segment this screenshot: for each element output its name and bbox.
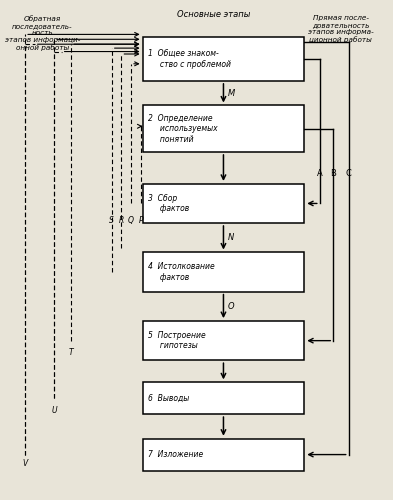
- Text: T: T: [69, 348, 73, 357]
- Text: R: R: [119, 216, 124, 224]
- Text: V: V: [22, 460, 28, 468]
- Text: C: C: [346, 169, 352, 178]
- FancyBboxPatch shape: [143, 438, 304, 470]
- Text: U: U: [51, 406, 57, 414]
- FancyBboxPatch shape: [143, 382, 304, 414]
- Text: Прямая после-
довательность
этапов информа-
ционной работы: Прямая после- довательность этапов инфор…: [308, 15, 374, 43]
- Text: N: N: [227, 233, 233, 242]
- Text: P: P: [138, 216, 143, 224]
- FancyBboxPatch shape: [143, 37, 304, 81]
- Text: 1  Общее знаком-
     ство с проблемой: 1 Общее знаком- ство с проблемой: [149, 49, 231, 68]
- Text: Основные этапы: Основные этапы: [177, 10, 250, 19]
- Text: 2  Определение
     используемых
     понятий: 2 Определение используемых понятий: [149, 114, 218, 144]
- FancyBboxPatch shape: [143, 321, 304, 360]
- Text: S: S: [109, 216, 114, 224]
- Text: 6  Выводы: 6 Выводы: [149, 394, 189, 402]
- Text: B: B: [330, 169, 336, 178]
- Text: A: A: [317, 169, 323, 178]
- Text: 7  Изложение: 7 Изложение: [149, 450, 204, 459]
- Text: 3  Сбор
     фактов: 3 Сбор фактов: [149, 194, 189, 213]
- Text: 4  Истолкование
     фактов: 4 Истолкование фактов: [149, 262, 215, 282]
- Text: O: O: [227, 302, 234, 311]
- FancyBboxPatch shape: [143, 252, 304, 292]
- FancyBboxPatch shape: [143, 106, 304, 152]
- Text: Q: Q: [128, 216, 134, 224]
- Text: M: M: [227, 88, 235, 98]
- FancyBboxPatch shape: [143, 184, 304, 223]
- Text: 5  Построение
     гипотезы: 5 Построение гипотезы: [149, 331, 206, 350]
- Text: Обратная
последователь-
ность
этапов информаци-
онной работы: Обратная последователь- ность этапов инф…: [5, 15, 80, 51]
